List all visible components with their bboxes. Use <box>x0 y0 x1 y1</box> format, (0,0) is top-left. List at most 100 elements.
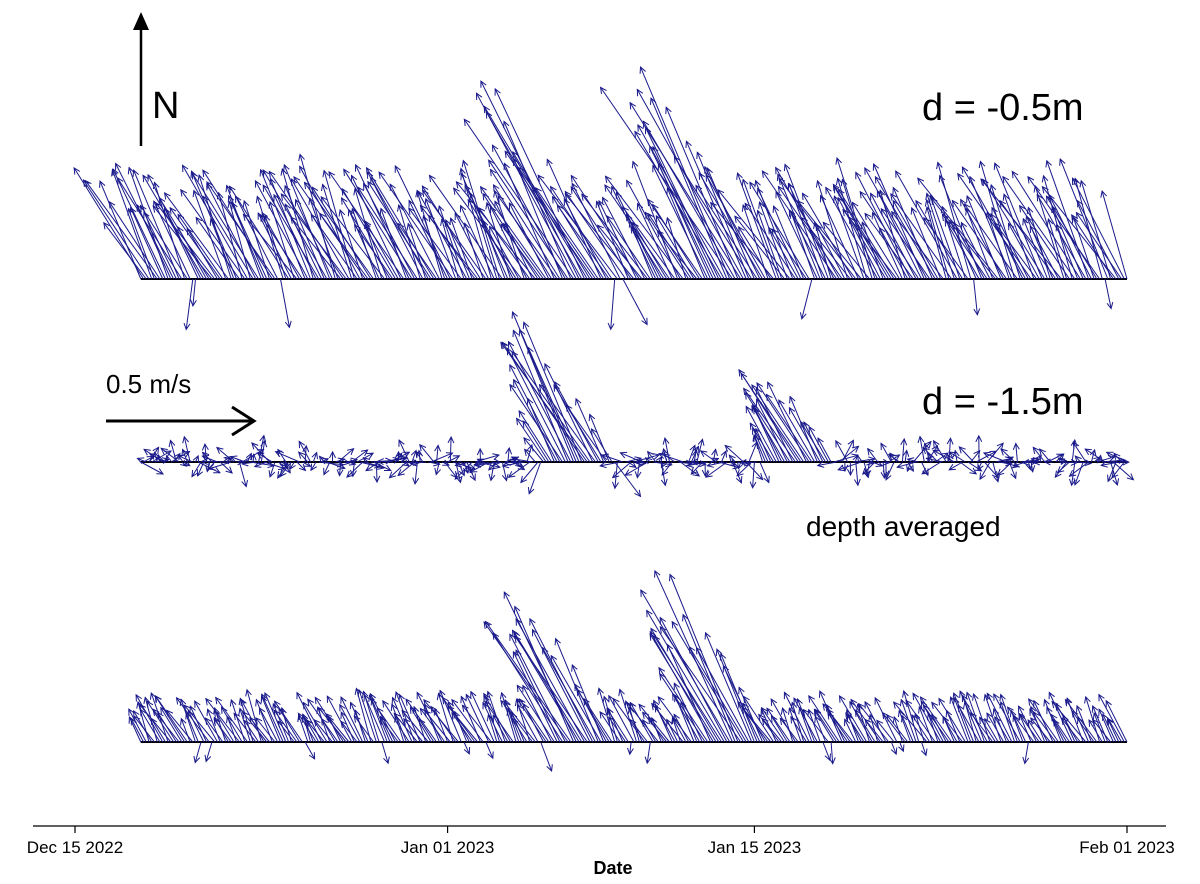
vector-stick <box>732 461 742 483</box>
vector-stick <box>814 716 827 743</box>
vector-arrowhead <box>1011 170 1019 179</box>
vector-arrowhead <box>421 189 429 197</box>
vector-stick <box>986 442 1004 463</box>
vector-arrowhead <box>743 387 750 396</box>
vector-arrowhead <box>461 704 469 713</box>
vector-arrowhead <box>741 706 749 715</box>
vector-arrowhead <box>744 202 752 211</box>
vector-stick <box>273 710 298 743</box>
vector-arrowhead <box>213 718 221 726</box>
vector-arrowhead <box>202 169 209 177</box>
vector-arrowhead <box>986 692 993 701</box>
vector-arrowhead <box>183 322 191 331</box>
vector-arrowhead <box>513 631 521 639</box>
vector-stick <box>351 175 402 280</box>
vector-arrowhead <box>541 646 549 655</box>
vector-arrowhead <box>419 443 427 452</box>
vector-arrowhead <box>608 694 615 703</box>
vector-arrowhead <box>460 695 467 704</box>
vector-stick <box>202 455 218 463</box>
panel-2 <box>128 569 1128 773</box>
vector-stick <box>782 707 794 743</box>
vector-stick <box>649 146 714 280</box>
vector-arrowhead <box>808 694 815 703</box>
vector-arrowhead <box>835 177 843 186</box>
vector-arrowhead <box>379 207 387 216</box>
vector-stick <box>844 719 857 743</box>
vector-arrowhead <box>891 210 899 219</box>
vector-arrowhead <box>240 698 247 707</box>
panel-label-0: d = -0.5m <box>922 87 1084 129</box>
vector-stick <box>453 187 523 280</box>
vector-arrowhead <box>709 201 718 210</box>
x-ticks: Dec 15 2022 Jan 01 2023 Jan 15 2023 Feb 01 … <box>27 826 1175 857</box>
vector-stick <box>424 710 451 743</box>
vector-arrowhead <box>650 627 657 636</box>
vector-stick <box>246 689 262 743</box>
vector-arrowhead <box>870 192 877 201</box>
vector-stick <box>904 450 908 463</box>
vector-arrowhead <box>262 184 270 192</box>
vector-arrowhead <box>157 711 164 720</box>
vector-arrowhead <box>849 700 856 709</box>
vector-stick <box>777 174 821 280</box>
vector-stick <box>328 171 405 280</box>
vector-stick <box>717 189 791 280</box>
vector-arrowhead <box>824 753 831 762</box>
vector-stick <box>1098 709 1114 743</box>
vector-stick <box>160 447 180 463</box>
vector-arrowhead <box>492 632 500 640</box>
vector-arrowhead <box>1043 698 1050 707</box>
vector-arrowhead <box>701 469 709 478</box>
vector-arrowhead <box>890 747 898 756</box>
vector-arrowhead <box>181 164 189 173</box>
vector-arrowhead <box>977 463 984 471</box>
vector-arrowhead <box>303 460 312 467</box>
vector-arrowhead <box>673 682 680 691</box>
vector-arrowhead <box>488 159 495 167</box>
vector-stick <box>583 698 613 743</box>
vector-stick <box>923 217 969 280</box>
vector-arrowhead <box>454 460 463 468</box>
vector-stick <box>1107 718 1122 743</box>
vector-arrowhead <box>639 66 646 74</box>
vector-stick <box>355 688 372 743</box>
vector-arrowhead <box>194 700 201 708</box>
vector-stick <box>508 461 531 478</box>
vector-stick <box>602 454 624 463</box>
vector-stick <box>488 461 498 471</box>
vector-arrowhead <box>163 192 171 200</box>
vector-arrowhead <box>741 178 749 187</box>
vector-arrowhead <box>629 718 637 727</box>
vector-stick <box>484 695 501 743</box>
vector-arrowhead <box>526 397 534 406</box>
vector-arrowhead <box>1106 717 1114 726</box>
panel-label-2: depth averaged <box>806 511 1001 542</box>
vector-arrowhead <box>416 189 424 198</box>
vector-stick <box>193 190 227 280</box>
vector-stick <box>922 447 939 463</box>
vector-stick <box>280 193 347 280</box>
vector-stick <box>297 713 317 743</box>
vector-arrowhead <box>665 460 673 468</box>
vector-arrowhead <box>882 458 891 466</box>
vector-stick <box>705 174 766 280</box>
vector-arrowhead <box>169 206 177 215</box>
vector-arrowhead <box>544 362 551 371</box>
vector-arrowhead <box>880 207 888 216</box>
vector-stick <box>526 444 533 463</box>
vector-arrowhead <box>214 709 221 718</box>
vector-arrowhead <box>1021 458 1030 466</box>
vector-arrowhead <box>749 422 757 430</box>
vector-stick <box>917 177 999 280</box>
vector-arrowhead <box>661 468 669 476</box>
vector-arrowhead <box>268 470 276 478</box>
vector-stick <box>1036 194 1087 280</box>
x-axis-title: Date <box>593 858 632 878</box>
vector-stick <box>310 214 358 280</box>
vector-arrowhead <box>648 716 655 725</box>
vector-stick <box>242 711 268 743</box>
vector-stick <box>612 461 632 478</box>
vector-arrowhead <box>965 691 973 700</box>
vector-stick <box>503 223 544 280</box>
